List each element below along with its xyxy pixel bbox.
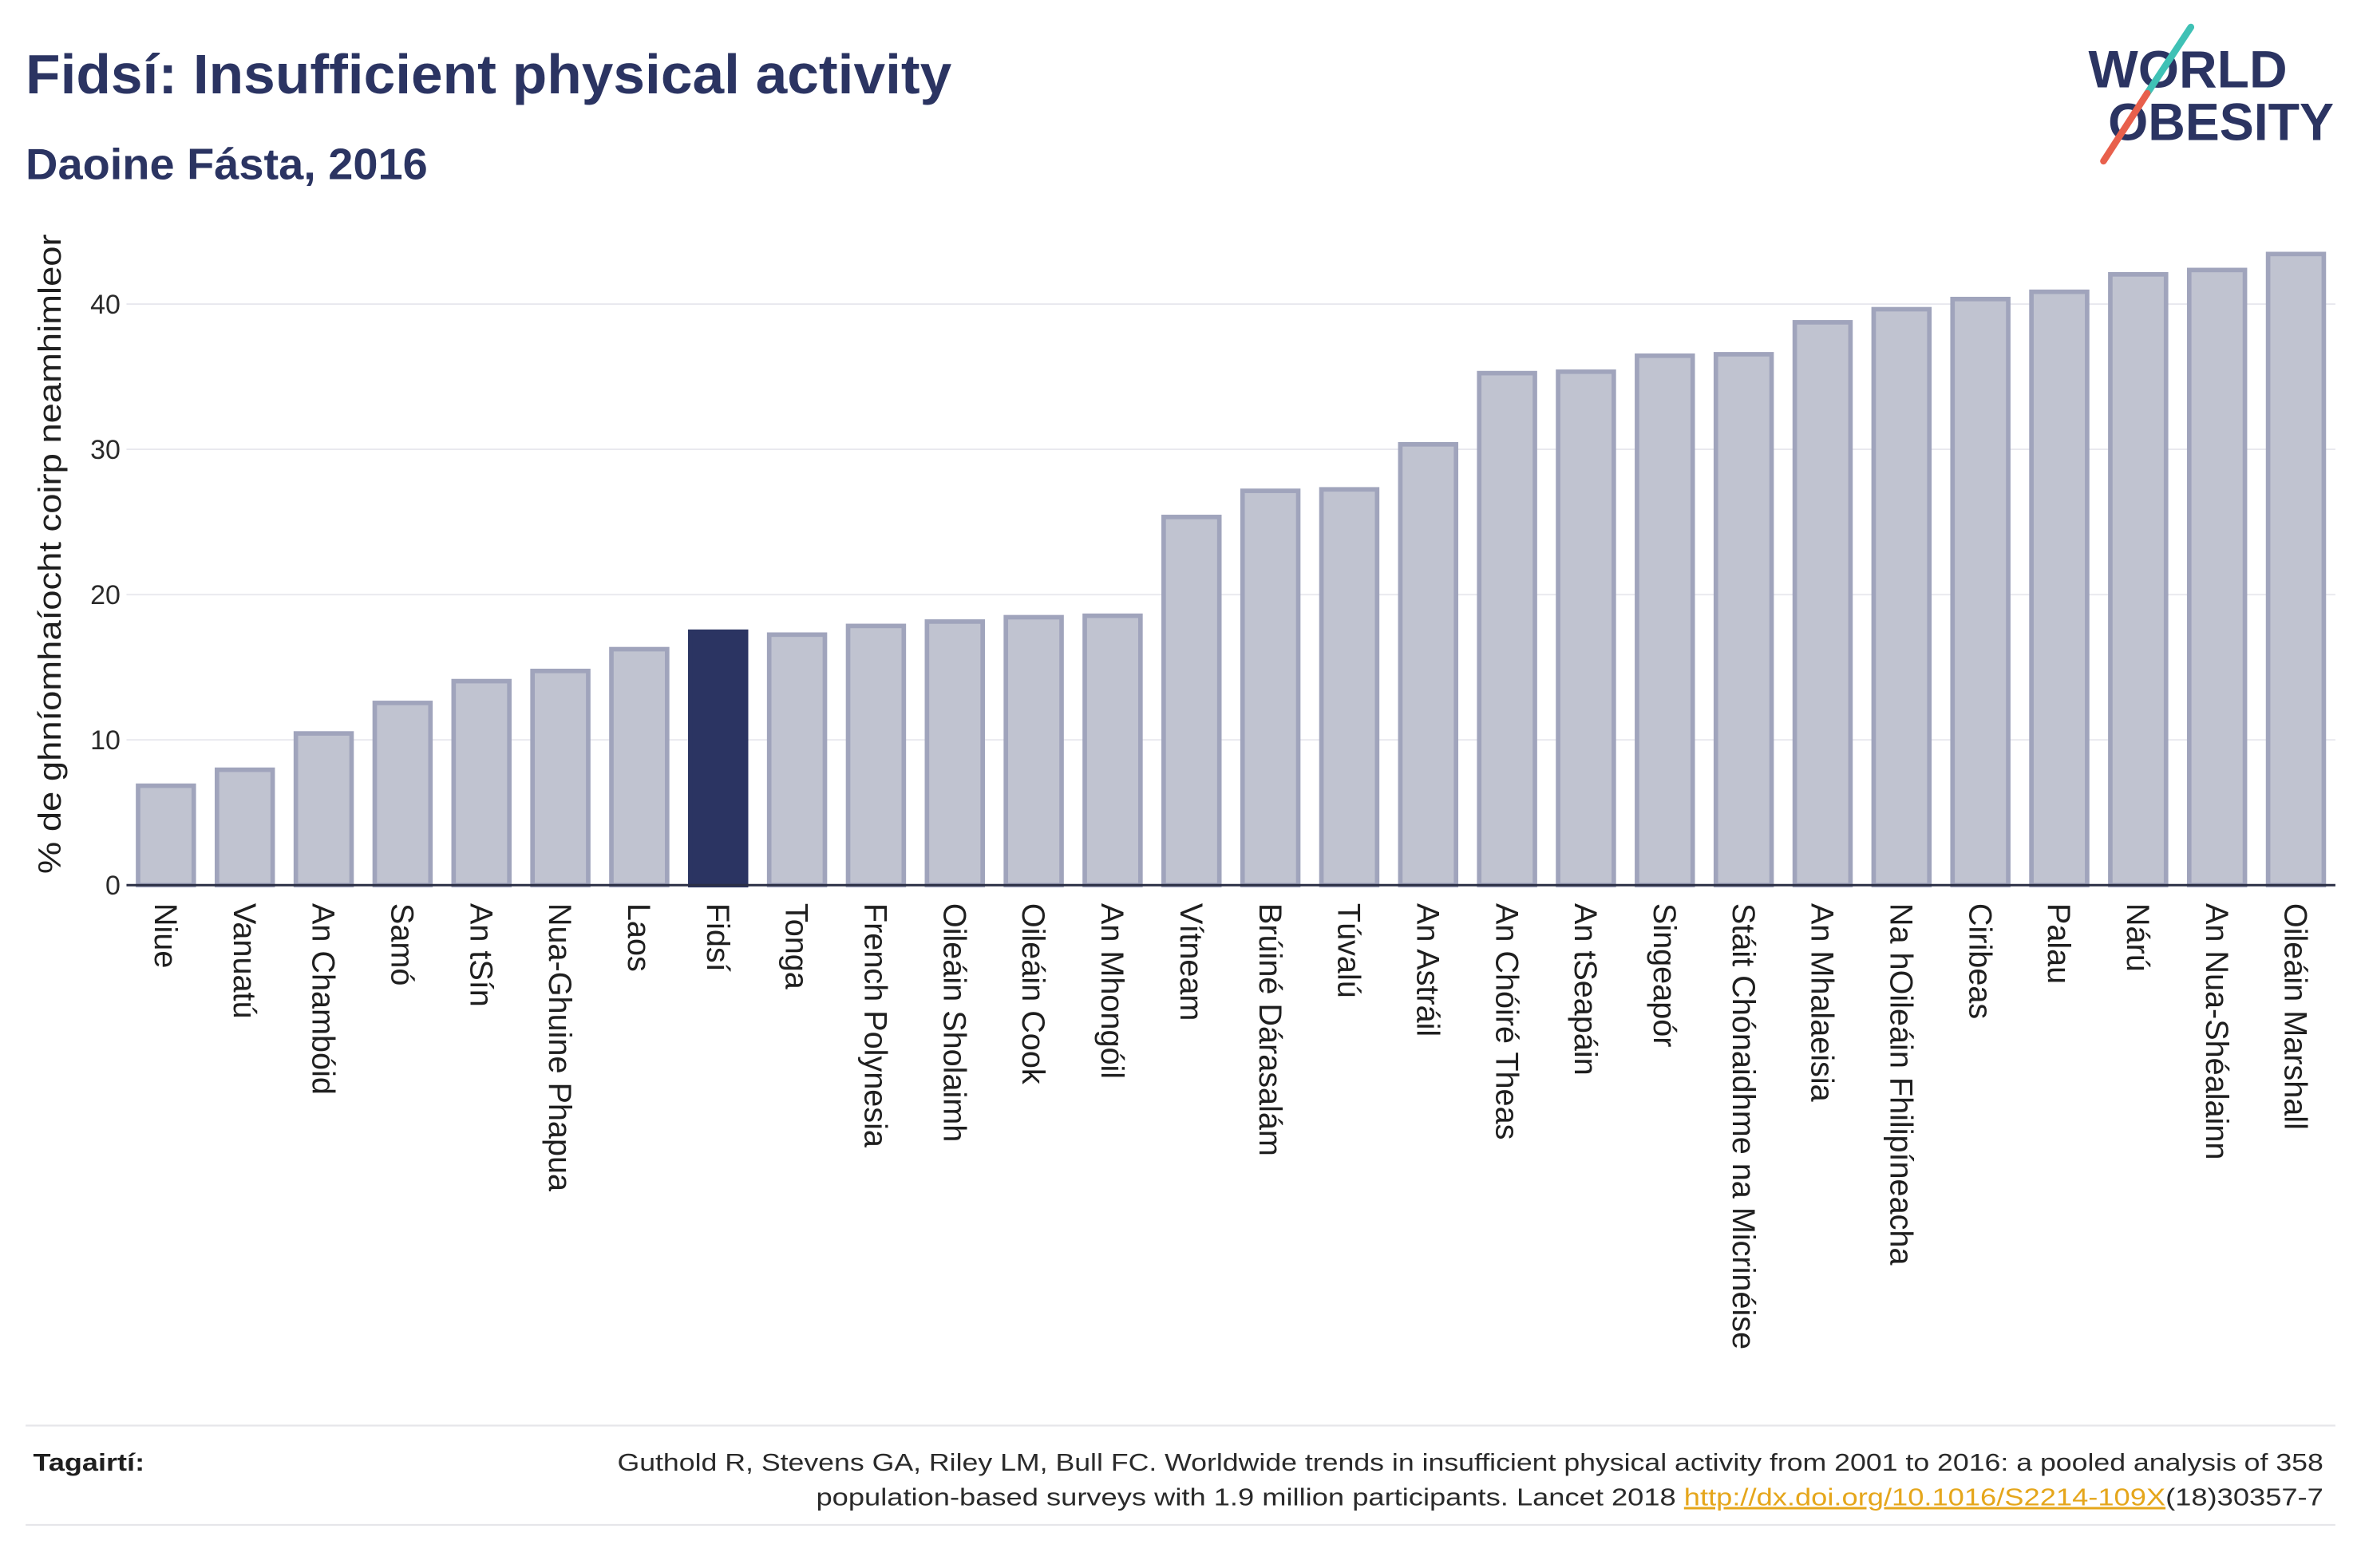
x-tick-label: Samó (385, 903, 420, 985)
x-tick-label: Ciribeas (1962, 903, 1997, 1019)
bar (1713, 352, 1774, 888)
x-tick-label: Stáit Chónaidhme na Micrinéise (1726, 903, 1761, 1349)
x-tick-label: An Mhongóil (1094, 903, 1129, 1079)
bar (530, 669, 591, 888)
x-tick-label: Nua-Ghuine Phapua (542, 903, 577, 1192)
chart-subtitle: Daoine Fásta, 2016 (26, 140, 428, 189)
chart-title: Fidsí: Insufficient physical activity (26, 43, 951, 105)
x-tick-label: Laos (621, 903, 656, 972)
world-obesity-logo: WORLD OBESITY (2089, 23, 2334, 165)
x-tick-label: Brúiné Dárasalám (1252, 903, 1287, 1156)
x-tick-label: An Nua-Shéalainn (2199, 903, 2234, 1160)
x-tick-label: An tSín (463, 903, 498, 1007)
bar (1398, 441, 1459, 888)
bar (1240, 488, 1301, 888)
bar (1635, 353, 1695, 888)
bar (2265, 251, 2327, 888)
bar (2108, 271, 2169, 888)
x-tick-label: An Astráil (1410, 903, 1445, 1037)
reference-line-1: Guthold R, Stevens GA, Riley LM, Bull FC… (617, 1450, 2323, 1476)
references-label: Tagairtí: (34, 1450, 145, 1476)
bars (136, 251, 2327, 888)
reference-line-2: population-based surveys with 1.9 millio… (816, 1485, 2323, 1511)
reference-line-2-suffix: (18)30357-7 (2165, 1485, 2323, 1511)
reference-doi-link[interactable]: http://dx.doi.org/10.1016/S2214-109X (1684, 1485, 2165, 1511)
y-tick-label: 10 (90, 725, 121, 756)
y-axis-ticks: 0 10 20 30 40 (90, 290, 121, 901)
x-tick-label: Fidsí (700, 903, 735, 972)
bar (1003, 614, 1064, 888)
bar (2029, 289, 2090, 888)
logo-slash-teal (2143, 23, 2195, 97)
logo-line-2: OBESITY (2108, 92, 2334, 151)
x-tick-label: Vítneam (1173, 903, 1208, 1021)
bar (1477, 370, 1537, 888)
x-tick-label: An Chóiré Theas (1489, 903, 1524, 1140)
reference-line-2-text: population-based surveys with 1.9 millio… (816, 1485, 1683, 1511)
x-tick-label: Tonga (779, 903, 814, 990)
y-tick-label: 20 (90, 580, 121, 610)
y-tick-label: 40 (90, 290, 121, 320)
bar-highlighted (688, 629, 749, 888)
x-tick-label: Palau (2041, 903, 2076, 984)
x-axis-ticks: Niue Vanuatú An Chambóid Samó An tSín Nua-Ghu… (148, 903, 2313, 1349)
bar (1161, 515, 1222, 888)
x-tick-label: Oileáin Sholaimh (936, 903, 971, 1142)
x-tick-label: Oileáin Marshall (2278, 903, 2313, 1130)
bar (845, 623, 907, 888)
y-tick-label: 30 (90, 435, 121, 465)
bar (1556, 369, 1616, 888)
bar (2186, 267, 2248, 888)
bar (1950, 296, 2011, 888)
bar (766, 632, 828, 888)
x-tick-label: Vanuatú (227, 903, 262, 1019)
bar (924, 619, 985, 888)
x-tick-label: Túvalú (1331, 903, 1366, 998)
bar (1082, 613, 1143, 888)
bar (372, 701, 433, 888)
y-tick-label: 0 (105, 871, 121, 901)
bar (1792, 320, 1853, 888)
bar (1319, 487, 1380, 888)
x-tick-label: Na hOileáin Fhilipíneacha (1883, 903, 1918, 1266)
x-tick-label: Niue (148, 903, 183, 968)
bar (293, 731, 354, 888)
bar (136, 783, 196, 888)
x-tick-label: Nárú (2120, 903, 2155, 972)
logo-line-1: WORLD (2089, 39, 2288, 98)
logo-slash-coral (2100, 89, 2151, 165)
x-tick-label: French Polynesia (858, 903, 893, 1148)
x-tick-label: Singeapór (1647, 903, 1682, 1048)
x-tick-label: An Mhalaeisia (1805, 903, 1840, 1103)
x-tick-label: Oileáin Cook (1015, 903, 1050, 1084)
x-tick-label: An tSeapáin (1568, 903, 1603, 1076)
bar (609, 646, 670, 888)
bar (1871, 306, 1932, 888)
bar (214, 767, 275, 888)
y-axis-title: % de ghníomhaíocht coirp neamhimleor (33, 234, 68, 874)
bar (451, 678, 512, 888)
x-tick-label: An Chambóid (306, 903, 341, 1095)
